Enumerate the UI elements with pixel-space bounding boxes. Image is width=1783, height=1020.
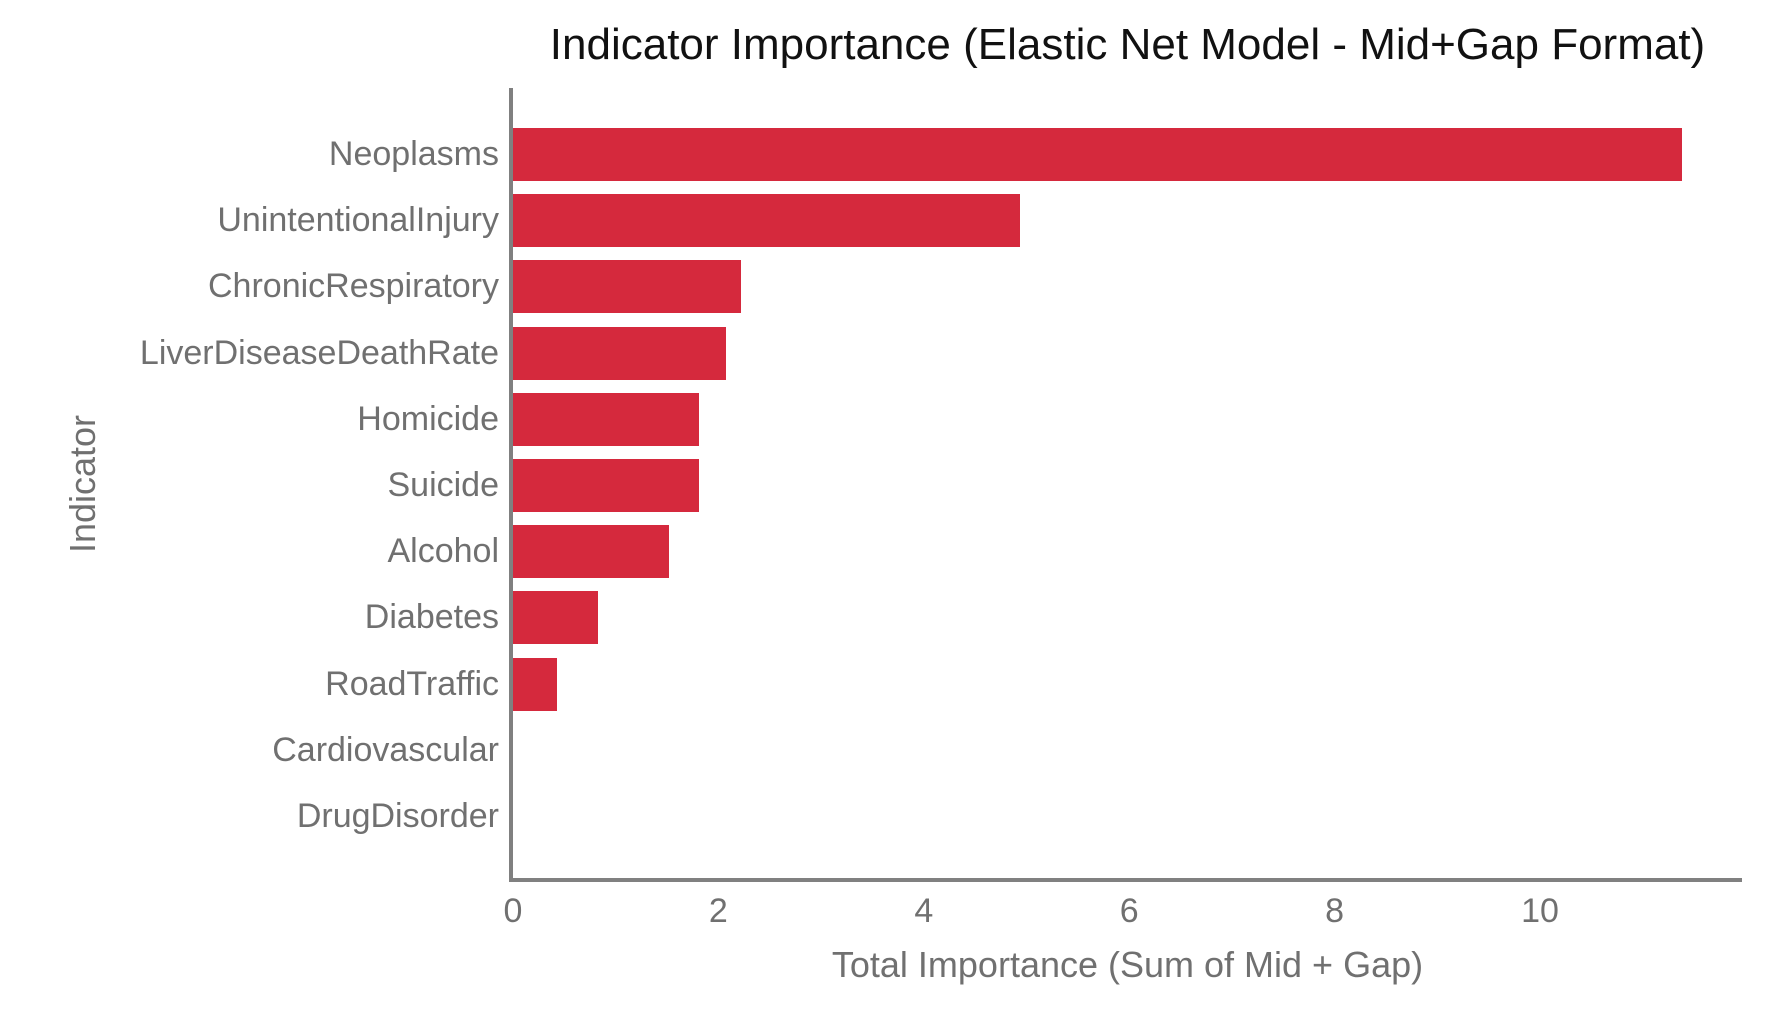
bar-homicide bbox=[513, 392, 699, 446]
y-tick-label-neoplasms: Neoplasms bbox=[328, 135, 499, 173]
bar-roadtraffic bbox=[513, 657, 558, 711]
y-axis-title: Indicator bbox=[62, 414, 104, 554]
bar-chronicrespiratory bbox=[513, 260, 741, 314]
x-tick-label-2: 2 bbox=[708, 892, 728, 930]
bar-unintentionalinjury bbox=[513, 194, 1021, 248]
y-tick-label-roadtraffic: RoadTraffic bbox=[325, 664, 499, 703]
x-axis-spine bbox=[509, 878, 1742, 882]
x-tick-label-4: 4 bbox=[914, 892, 934, 930]
x-axis-title: Total Importance (Sum of Mid + Gap) bbox=[831, 944, 1424, 985]
y-tick-label-diabetes: Diabetes bbox=[364, 598, 499, 637]
y-tick-label-unintentionalinjury: UnintentionalInjury bbox=[217, 201, 499, 240]
x-tick-label-0: 0 bbox=[503, 892, 523, 930]
x-tick-label-8: 8 bbox=[1325, 892, 1345, 930]
bar-alcohol bbox=[513, 525, 670, 579]
bar-diabetes bbox=[513, 591, 599, 645]
y-tick-label-homicide: Homicide bbox=[357, 399, 499, 438]
bar-suicide bbox=[513, 459, 699, 512]
bar-liverdiseasedeathrate bbox=[513, 326, 726, 380]
y-tick-label-alcohol: Alcohol bbox=[387, 532, 499, 571]
y-tick-label-liverdiseasedeathrate: LiverDiseaseDeathRate bbox=[139, 333, 499, 372]
x-tick-label-6: 6 bbox=[1119, 892, 1139, 930]
x-tick-label-10: 10 bbox=[1521, 892, 1559, 930]
y-axis-spine bbox=[509, 88, 513, 882]
y-tick-label-cardiovascular: Cardiovascular bbox=[272, 730, 499, 769]
y-tick-label-drugdisorder: DrugDisorder bbox=[296, 797, 499, 835]
y-tick-label-suicide: Suicide bbox=[387, 466, 499, 504]
chart-title: Indicator Importance (Elastic Net Model … bbox=[549, 20, 1706, 69]
bar-neoplasms bbox=[513, 128, 1682, 181]
y-tick-label-chronicrespiratory: ChronicRespiratory bbox=[208, 267, 499, 306]
